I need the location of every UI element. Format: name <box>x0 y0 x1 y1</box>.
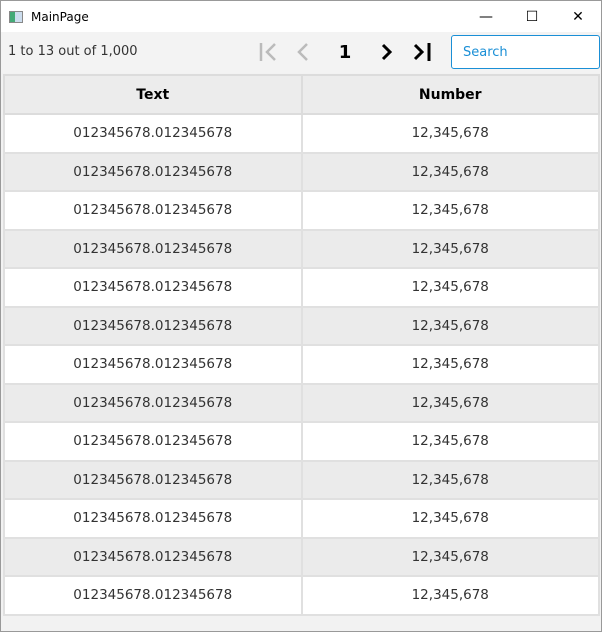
number-cell[interactable]: 12,345,678 <box>300 498 600 539</box>
last-page-icon <box>413 43 431 61</box>
table-row[interactable]: 012345678.012345678 12,345,678 <box>3 228 600 269</box>
column-header-number[interactable]: Number <box>300 74 600 115</box>
column-header-text[interactable]: Text <box>3 74 303 115</box>
number-cell[interactable]: 12,345,678 <box>300 421 600 462</box>
number-cell[interactable]: 12,345,678 <box>300 575 600 616</box>
next-page-button[interactable] <box>373 38 401 66</box>
current-page: 1 <box>338 41 352 63</box>
app-icon <box>9 10 23 23</box>
table-row[interactable]: 012345678.012345678 12,345,678 <box>3 421 600 462</box>
text-cell[interactable]: 012345678.012345678 <box>3 190 303 231</box>
table-row[interactable]: 012345678.012345678 12,345,678 <box>3 113 600 154</box>
last-page-button[interactable] <box>409 38 437 66</box>
table-row[interactable]: 012345678.012345678 12,345,678 <box>3 498 600 539</box>
table-row[interactable]: 012345678.012345678 12,345,678 <box>3 190 600 231</box>
text-cell[interactable]: 012345678.012345678 <box>3 305 303 346</box>
window-title: MainPage <box>31 9 89 24</box>
number-cell[interactable]: 12,345,678 <box>300 459 600 500</box>
text-cell[interactable]: 012345678.012345678 <box>3 267 303 308</box>
table-row[interactable]: 012345678.012345678 12,345,678 <box>3 267 600 308</box>
text-cell[interactable]: 012345678.012345678 <box>3 421 303 462</box>
table-row[interactable]: 012345678.012345678 12,345,678 <box>3 151 600 192</box>
text-cell[interactable]: 012345678.012345678 <box>3 113 303 154</box>
number-cell[interactable]: 12,345,678 <box>300 344 600 385</box>
number-cell[interactable]: 12,345,678 <box>300 113 600 154</box>
number-cell[interactable]: 12,345,678 <box>300 228 600 269</box>
text-cell[interactable]: 012345678.012345678 <box>3 151 303 192</box>
chevron-left-icon <box>297 43 308 61</box>
title-bar: MainPage — ☐ ✕ <box>1 1 601 32</box>
table-row[interactable]: 012345678.012345678 12,345,678 <box>3 305 600 346</box>
text-cell[interactable]: 012345678.012345678 <box>3 459 303 500</box>
text-cell[interactable]: 012345678.012345678 <box>3 536 303 577</box>
number-cell[interactable]: 12,345,678 <box>300 382 600 423</box>
table-row[interactable]: 012345678.012345678 12,345,678 <box>3 459 600 500</box>
number-cell[interactable]: 12,345,678 <box>300 305 600 346</box>
maximize-button[interactable]: ☐ <box>525 8 539 25</box>
chevron-right-icon <box>381 43 393 61</box>
record-count: 1 to 13 out of 1,000 <box>8 44 138 59</box>
text-cell[interactable]: 012345678.012345678 <box>3 344 303 385</box>
text-cell[interactable]: 012345678.012345678 <box>3 382 303 423</box>
text-cell[interactable]: 012345678.012345678 <box>3 498 303 539</box>
table-row[interactable]: 012345678.012345678 12,345,678 <box>3 382 600 423</box>
minimize-button[interactable]: — <box>479 8 493 25</box>
number-cell[interactable]: 12,345,678 <box>300 190 600 231</box>
number-cell[interactable]: 12,345,678 <box>300 151 600 192</box>
data-grid: Text Number 012345678.012345678 12,345,67… <box>3 74 600 616</box>
table-row[interactable]: 012345678.012345678 12,345,678 <box>3 344 600 385</box>
table-row[interactable]: 012345678.012345678 12,345,678 <box>3 536 600 577</box>
text-cell[interactable]: 012345678.012345678 <box>3 575 303 616</box>
pager-toolbar: 1 to 13 out of 1,000 1 <box>1 32 601 73</box>
close-button[interactable]: ✕ <box>572 8 584 25</box>
table-row[interactable]: 012345678.012345678 12,345,678 <box>3 575 600 616</box>
first-page-icon <box>259 43 276 61</box>
number-cell[interactable]: 12,345,678 <box>300 267 600 308</box>
search-input[interactable] <box>451 35 600 69</box>
text-cell[interactable]: 012345678.012345678 <box>3 228 303 269</box>
number-cell[interactable]: 12,345,678 <box>300 536 600 577</box>
previous-page-button[interactable] <box>289 38 317 66</box>
first-page-button[interactable] <box>255 38 283 66</box>
